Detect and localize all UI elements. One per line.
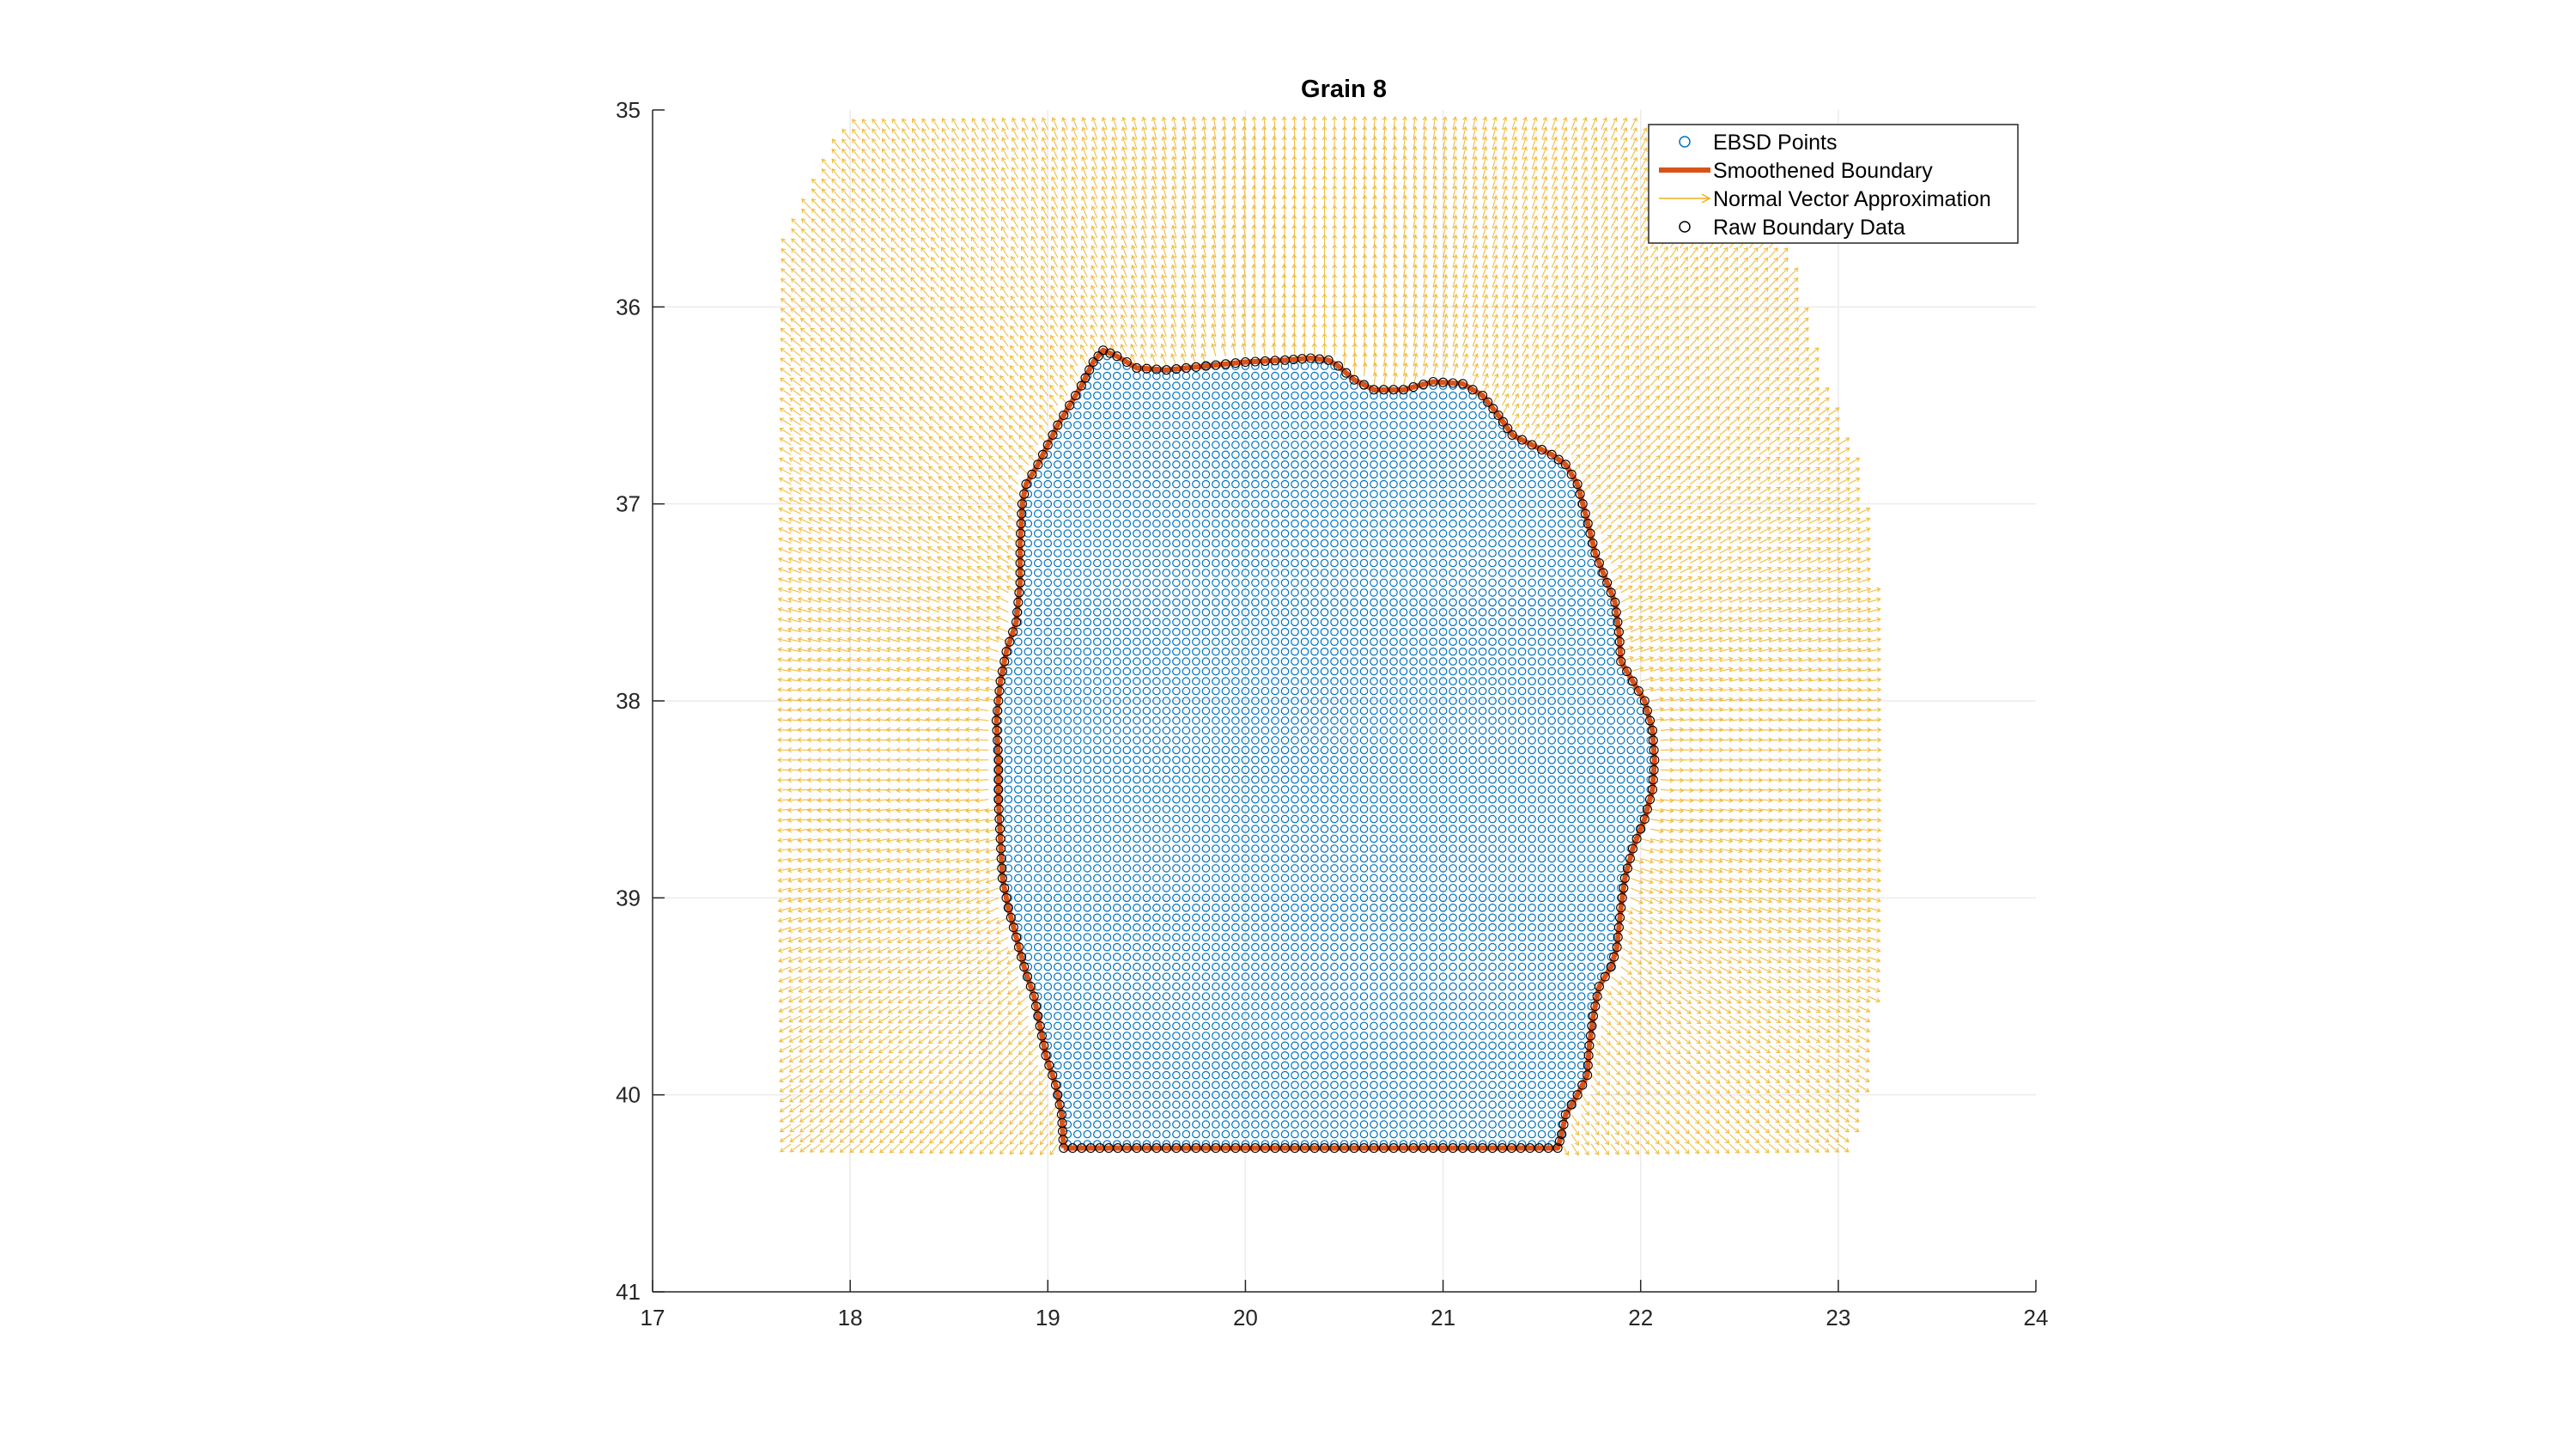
legend-label-boundary: Smoothened Boundary [1713,159,1933,183]
legend-box [1648,124,2019,244]
x-tick-label: 18 [838,1305,863,1330]
y-tick-label: 37 [616,491,641,517]
legend: EBSD Points Smoothened Boundary Normal V… [1648,124,2019,244]
x-tick-label: 20 [1233,1305,1258,1330]
legend-marker-raw [1679,221,1691,233]
raw-boundary-markers [991,345,1660,1154]
x-tick-label: 17 [641,1305,665,1330]
x-tick-label: 24 [2024,1305,2049,1330]
legend-label-ebsd: EBSD Points [1713,131,1838,155]
x-tick-label: 19 [1036,1305,1060,1330]
legend-label-raw: Raw Boundary Data [1713,216,1905,240]
y-tick-label: 35 [616,97,641,123]
legend-marker-ebsd [1679,136,1691,148]
legend-label-normals: Normal Vector Approximation [1713,187,1991,211]
legend-marker-normals-head [1701,193,1711,204]
y-tick-label: 38 [616,688,641,714]
axes: 17 18 19 20 21 22 23 24 35 36 37 38 39 40 41 [616,97,2048,1330]
raw-boundary-data-series [991,345,1660,1154]
x-tick-label: 21 [1431,1305,1455,1330]
normal-vector-arrows [777,115,1882,1156]
x-tick-label: 23 [1826,1305,1850,1330]
normal-vector-approximation-series [777,115,1882,1156]
y-tick-label: 40 [616,1082,641,1108]
chart-title: Grain 8 [1301,76,1387,103]
smoothened-boundary-line [993,347,1657,1151]
y-tick-label: 41 [616,1279,641,1305]
y-tick-label: 39 [616,885,641,910]
y-tick-label: 36 [616,294,641,320]
x-tick-label: 22 [1628,1305,1653,1330]
